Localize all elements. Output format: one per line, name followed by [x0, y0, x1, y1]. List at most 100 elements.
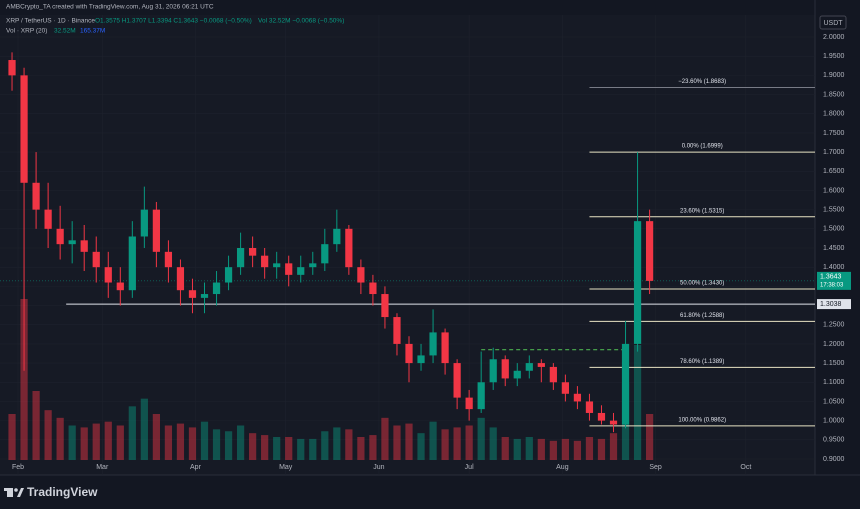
candle-body [32, 182, 40, 210]
brand: TradingView [27, 485, 98, 499]
candle-body [261, 255, 269, 268]
y-tick-label: 1.9500 [823, 53, 845, 60]
candle-body [176, 267, 185, 291]
candle-body [140, 209, 148, 237]
x-tick-label: Feb [12, 464, 24, 471]
volume-bar [513, 438, 521, 460]
candle-body [56, 228, 64, 245]
volume-bar [333, 427, 341, 460]
candle-body [249, 248, 257, 256]
volume-bar [140, 398, 148, 460]
fib-label: 100.00% (0.9862) [678, 418, 726, 424]
candle-body [224, 267, 233, 283]
y-tick-label: 1.2500 [823, 322, 845, 329]
candle-body [465, 397, 473, 410]
candle-body [585, 401, 594, 413]
fib-label: 78.60% (1.1389) [680, 359, 724, 365]
axis-layer: 0.9000 0.9500 1.0000 1.0500 1.1000 1.1500 1.20… [12, 34, 851, 471]
volume-bar [44, 410, 52, 460]
candle-body [297, 267, 305, 275]
fib-label: −23.60% (1.8683) [678, 79, 726, 85]
symbol: XRP / TetherUS · 1D · Binance [6, 18, 95, 25]
candle-body [453, 363, 461, 398]
y-tick-label: 0.9000 [823, 456, 845, 463]
currency-box[interactable] [819, 15, 847, 30]
candle-body [381, 294, 389, 318]
candle-body [8, 60, 16, 76]
vol-ma: 165.37M [80, 28, 105, 35]
candle-body [561, 382, 569, 394]
candle-body [621, 343, 630, 425]
volume-bar [200, 421, 209, 460]
candle-body [212, 282, 221, 295]
y-tick-label: 1.8000 [823, 111, 845, 118]
candle-body [285, 263, 293, 275]
volume-bar [573, 440, 582, 460]
candle-body [609, 420, 618, 425]
volume-bar [236, 425, 245, 460]
price-box [817, 271, 851, 290]
candle-body [80, 240, 88, 252]
volume-bar [261, 435, 269, 460]
x-tick-label: May [279, 464, 293, 471]
volume-bar [8, 414, 16, 460]
volume-bar [212, 429, 221, 460]
x-tick-label: Aug [556, 464, 569, 471]
fib-label: 61.80% (1.2588) [680, 313, 724, 319]
candle-body [525, 363, 533, 371]
volume-bar [477, 417, 485, 460]
candle-body [633, 221, 642, 344]
price-label: 1.3643 [820, 274, 842, 281]
candle-body [236, 248, 245, 268]
y-tick-label: 1.2000 [823, 341, 845, 348]
y-tick-label: 2.0000 [823, 34, 845, 41]
volume-bar [345, 429, 353, 460]
candle-body [200, 294, 209, 298]
y-tick-label: 1.4000 [823, 264, 845, 271]
volume-bar [537, 438, 545, 460]
volume-bar [561, 438, 569, 460]
volume-bar [357, 437, 365, 460]
volume-bar [116, 425, 124, 460]
candle-body [417, 355, 425, 364]
x-tick-label: Apr [190, 464, 202, 471]
volume-bar [309, 438, 317, 460]
ohlc: O1.3575 H1.3707 L1.3394 C1.3643 −0.0068 … [95, 18, 252, 25]
candle-body [357, 267, 365, 283]
volume-bar [321, 431, 329, 460]
y-tick-label: 1.1500 [823, 360, 845, 367]
volume-bar [285, 437, 293, 460]
vol-inline: Vol 32.52M −0.0068 (−0.50%) [258, 18, 344, 25]
candle-body [573, 393, 582, 402]
volume-bar [585, 437, 594, 460]
volume-bar [104, 421, 112, 460]
volume-bar [249, 433, 257, 460]
volume-bar [152, 414, 160, 460]
candle-body [164, 251, 173, 268]
volume-bar [32, 391, 40, 460]
volume-bar [453, 427, 461, 460]
candle-body [537, 363, 545, 367]
candle-body [597, 412, 606, 421]
candle-body [309, 263, 317, 268]
volume-bar [369, 435, 377, 460]
volume-bar [501, 437, 509, 460]
candle-body [44, 209, 52, 229]
volume-bar [489, 427, 497, 460]
candle-body [128, 236, 136, 291]
candle-body [405, 343, 413, 364]
volume-layer [8, 299, 654, 460]
candle-body [152, 209, 160, 252]
support-price-box [817, 299, 851, 310]
x-tick-label: Mar [96, 464, 109, 471]
candle-body [116, 282, 124, 291]
support-price-label: 1.3038 [820, 301, 842, 308]
currency[interactable]: USDT [823, 20, 843, 27]
candle-body [501, 359, 509, 379]
y-tick-label: 1.5000 [823, 226, 845, 233]
y-tick-label: 1.9000 [823, 72, 845, 79]
candle-body [321, 244, 329, 264]
vol-value: 32.52M [54, 28, 76, 35]
fib-label: 23.60% (1.5315) [680, 208, 724, 214]
